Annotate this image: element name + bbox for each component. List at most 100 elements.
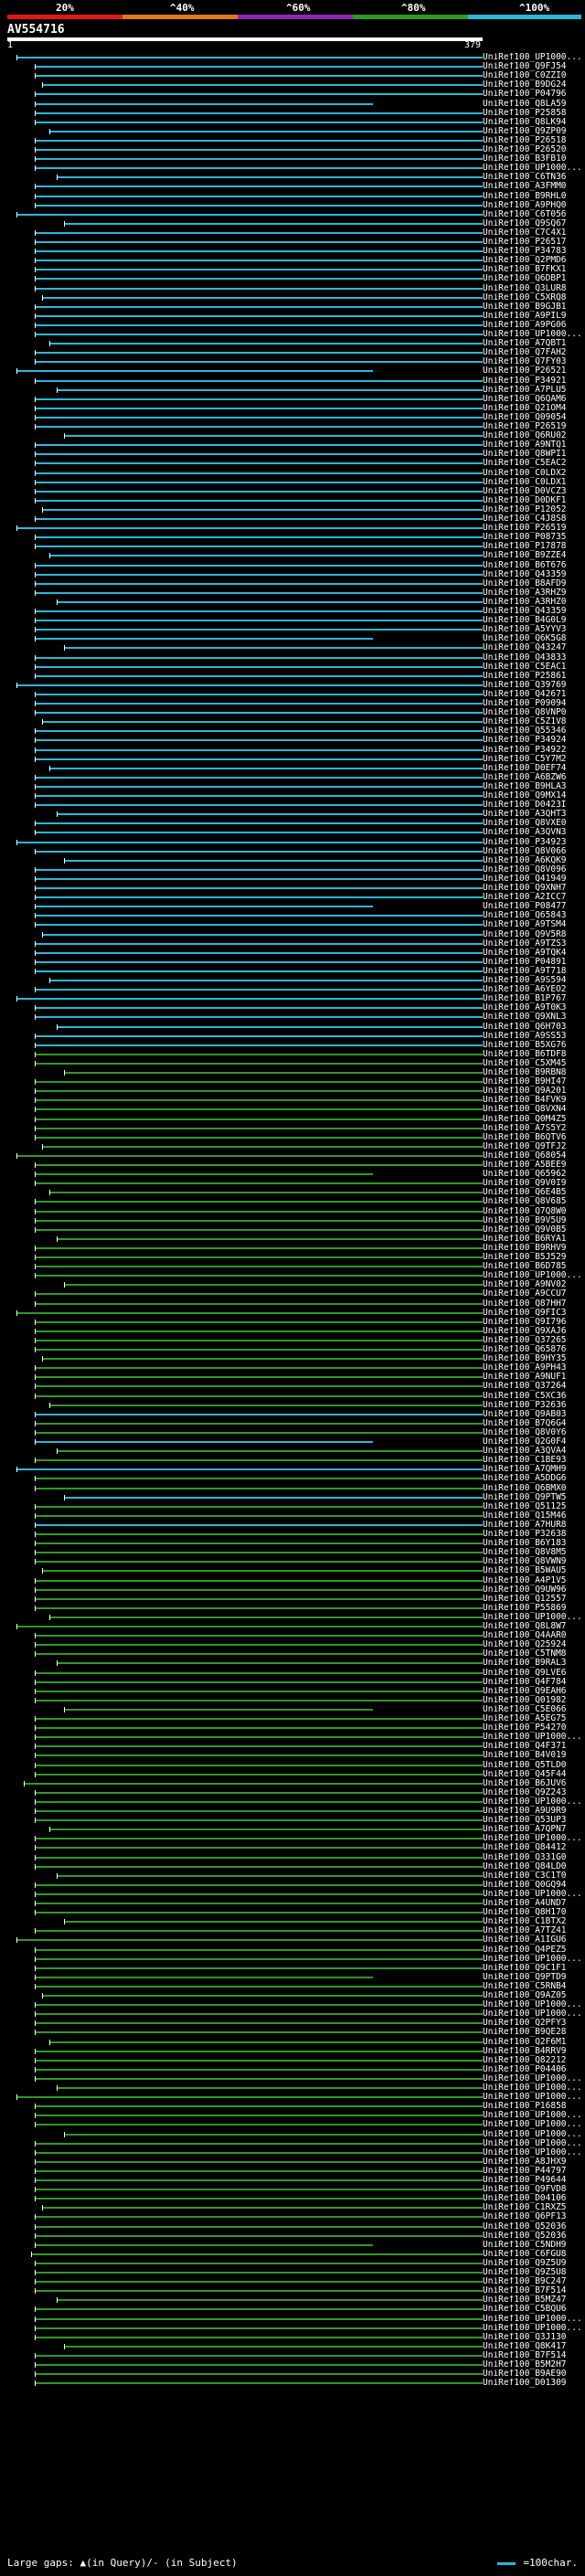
hit-alignment-bar[interactable] <box>35 2060 483 2062</box>
hit-label-link[interactable]: UniRef100_Q8V685 <box>483 1197 567 1206</box>
hit-label-link[interactable]: UniRef100_C5E066 <box>483 1705 567 1714</box>
hit-label-link[interactable]: UniRef100_B3FB10 <box>483 154 567 164</box>
hit-alignment-bar[interactable] <box>35 1977 373 1978</box>
hit-label-link[interactable]: UniRef100_A5EG75 <box>483 1714 567 1723</box>
hit-label-link[interactable]: UniRef100_Q52036 <box>483 2231 567 2241</box>
hit-alignment-bar[interactable] <box>42 934 483 936</box>
hit-alignment-bar[interactable] <box>35 472 483 474</box>
hit-alignment-bar[interactable] <box>35 186 483 187</box>
hit-label-link[interactable]: UniRef100_P54270 <box>483 1723 567 1733</box>
hit-alignment-bar[interactable] <box>35 1857 483 1859</box>
hit-label-link[interactable]: UniRef100_P34921 <box>483 376 567 386</box>
hit-label-link[interactable]: UniRef100_A9PG06 <box>483 321 567 330</box>
hit-alignment-bar[interactable] <box>35 2281 483 2283</box>
hit-label-link[interactable]: UniRef100_Q8VXN4 <box>483 1105 567 1114</box>
hit-label-link[interactable]: UniRef100_B7F514 <box>483 2351 567 2360</box>
hit-alignment-bar[interactable] <box>35 1182 483 1184</box>
hit-label-link[interactable]: UniRef100_Q9FIC3 <box>483 1309 567 1318</box>
hit-alignment-bar[interactable] <box>35 1792 483 1794</box>
hit-label-link[interactable]: UniRef100_Q4AAR0 <box>483 1631 567 1640</box>
hit-label-link[interactable]: UniRef100_Q9PTW5 <box>483 1493 567 1502</box>
hit-alignment-bar[interactable] <box>35 1847 483 1849</box>
hit-alignment-bar[interactable] <box>57 813 483 815</box>
hit-label-link[interactable]: UniRef100_P44797 <box>483 2167 567 2176</box>
hit-alignment-bar[interactable] <box>57 601 483 603</box>
hit-alignment-bar[interactable] <box>35 149 483 151</box>
hit-label-link[interactable]: UniRef100_Q9XNL3 <box>483 1012 567 1022</box>
hit-alignment-bar[interactable] <box>42 721 483 723</box>
hit-label-link[interactable]: UniRef100_B6T676 <box>483 561 567 570</box>
hit-alignment-bar[interactable] <box>49 1192 483 1193</box>
hit-label-link[interactable]: UniRef100_C5EAC1 <box>483 663 567 672</box>
hit-alignment-bar[interactable] <box>35 869 483 871</box>
hit-label-link[interactable]: UniRef100_B9QE28 <box>483 2028 567 2037</box>
hit-label-link[interactable]: UniRef100_B9RHL0 <box>483 192 567 201</box>
hit-alignment-bar[interactable] <box>35 1672 483 1674</box>
hit-label-link[interactable]: UniRef100_Q2PFY3 <box>483 2019 567 2028</box>
hit-alignment-bar[interactable] <box>57 2087 483 2089</box>
hit-alignment-bar[interactable] <box>35 822 483 824</box>
hit-label-link[interactable]: UniRef100_A3QVA4 <box>483 1447 567 1456</box>
hit-label-link[interactable]: UniRef100_UP1000... <box>483 1890 582 1899</box>
hit-alignment-bar[interactable] <box>35 583 483 585</box>
hit-label-link[interactable]: UniRef100_Q8LK94 <box>483 118 567 127</box>
hit-label-link[interactable]: UniRef100_Q9ZP09 <box>483 127 567 136</box>
hit-alignment-bar[interactable] <box>35 1644 483 1646</box>
hit-alignment-bar[interactable] <box>35 1385 483 1387</box>
hit-alignment-bar[interactable] <box>16 370 373 372</box>
hit-label-link[interactable]: UniRef100_C5NDH9 <box>483 2241 567 2250</box>
hit-alignment-bar[interactable] <box>35 1653 483 1655</box>
hit-alignment-bar[interactable] <box>35 915 483 917</box>
hit-label-link[interactable]: UniRef100_B4RRV9 <box>483 2047 567 2056</box>
hit-alignment-bar[interactable] <box>16 2096 483 2098</box>
hit-alignment-bar[interactable] <box>35 620 483 621</box>
hit-label-link[interactable]: UniRef100_A9PHQ0 <box>483 201 567 210</box>
hit-label-link[interactable]: UniRef100_C3C1T0 <box>483 1871 567 1881</box>
hit-alignment-bar[interactable] <box>35 1220 483 1222</box>
hit-label-link[interactable]: UniRef100_P26521 <box>483 366 567 376</box>
hit-alignment-bar[interactable] <box>35 278 483 280</box>
hit-label-link[interactable]: UniRef100_D04106 <box>483 2194 567 2203</box>
hit-label-link[interactable]: UniRef100_A7QPN7 <box>483 1825 567 1834</box>
hit-label-link[interactable]: UniRef100_C1BTX2 <box>483 1917 567 1926</box>
hit-alignment-bar[interactable] <box>35 2189 483 2190</box>
hit-alignment-bar[interactable] <box>35 906 373 907</box>
hit-label-link[interactable]: UniRef100_A7PLU5 <box>483 386 567 395</box>
hit-alignment-bar[interactable] <box>35 158 483 160</box>
hit-alignment-bar[interactable] <box>35 1137 483 1139</box>
hit-label-link[interactable]: UniRef100_Q8LA59 <box>483 100 567 109</box>
hit-label-link[interactable]: UniRef100_UP1000... <box>483 53 582 62</box>
hit-alignment-bar[interactable] <box>35 491 483 493</box>
hit-alignment-bar[interactable] <box>35 804 483 806</box>
hit-alignment-bar[interactable] <box>35 1478 483 1479</box>
hit-alignment-bar[interactable] <box>64 1497 483 1499</box>
hit-label-link[interactable]: UniRef100_Q15M46 <box>483 1511 567 1521</box>
hit-alignment-bar[interactable] <box>16 527 483 529</box>
hit-label-link[interactable]: UniRef100_B5MZ47 <box>483 2295 567 2305</box>
hit-alignment-bar[interactable] <box>35 638 373 640</box>
hit-alignment-bar[interactable] <box>35 2004 483 2006</box>
hit-label-link[interactable]: UniRef100_UP1000... <box>483 1733 582 1742</box>
hit-label-link[interactable]: UniRef100_Q9SQ67 <box>483 219 567 228</box>
hit-alignment-bar[interactable] <box>35 444 483 446</box>
hit-label-link[interactable]: UniRef100_Q4PEZ5 <box>483 1945 567 1955</box>
hit-alignment-bar[interactable] <box>35 408 483 409</box>
hit-label-link[interactable]: UniRef100_Q6RU02 <box>483 431 567 440</box>
hit-alignment-bar[interactable] <box>64 860 483 862</box>
hit-alignment-bar[interactable] <box>64 1921 483 1923</box>
hit-label-link[interactable]: UniRef100_UP1000... <box>483 1955 582 1964</box>
hit-label-link[interactable]: UniRef100_Q9XNH7 <box>483 884 567 893</box>
hit-label-link[interactable]: UniRef100_Q9I796 <box>483 1318 567 1327</box>
hit-label-link[interactable]: UniRef100_A3RHZ0 <box>483 598 567 607</box>
hit-label-link[interactable]: UniRef100_Q52036 <box>483 2222 567 2231</box>
hit-label-link[interactable]: UniRef100_C6TN36 <box>483 173 567 182</box>
hit-alignment-bar[interactable] <box>57 1875 483 1877</box>
hit-alignment-bar[interactable] <box>16 842 483 843</box>
hit-label-link[interactable]: UniRef100_P25858 <box>483 109 567 118</box>
hit-label-link[interactable]: UniRef100_Q6BMX0 <box>483 1484 567 1493</box>
hit-alignment-bar[interactable] <box>35 315 483 317</box>
hit-label-link[interactable]: UniRef100_Q8WPI1 <box>483 450 567 459</box>
hit-label-link[interactable]: UniRef100_Q39769 <box>483 681 567 690</box>
hit-alignment-bar[interactable] <box>35 1173 373 1175</box>
hit-alignment-bar[interactable] <box>49 343 483 345</box>
